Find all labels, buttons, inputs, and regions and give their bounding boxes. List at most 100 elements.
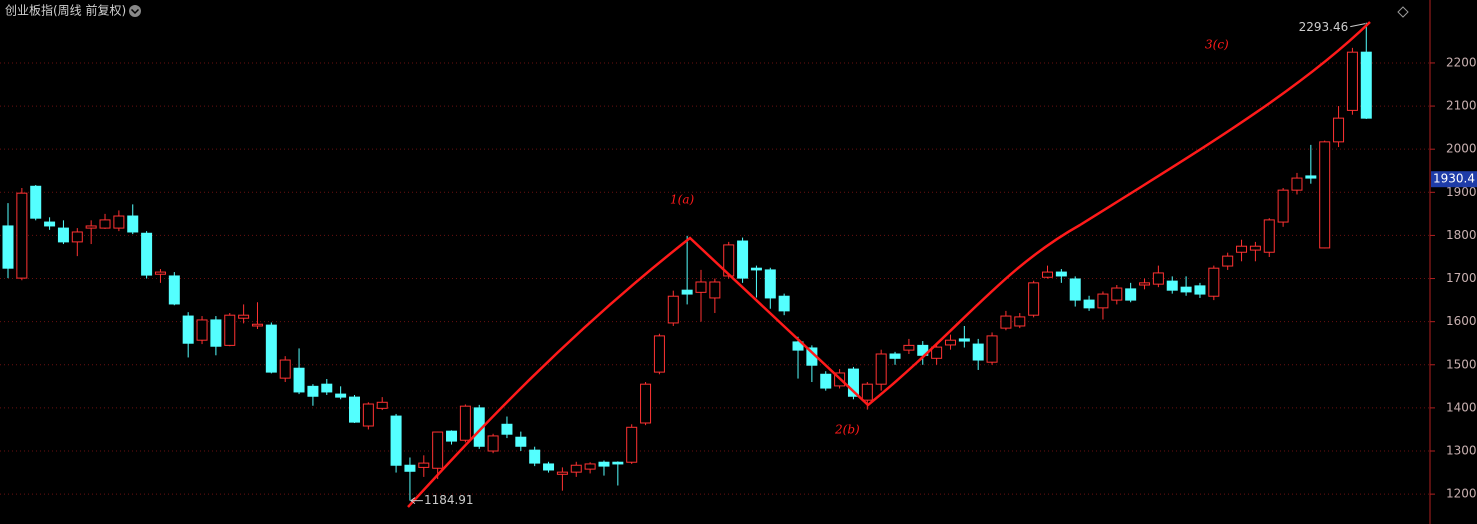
- high-label: 2293.46: [1299, 20, 1349, 34]
- candle-body: [1194, 285, 1206, 295]
- y-tick-label: 1200: [1446, 487, 1477, 501]
- candle-body: [1125, 288, 1137, 301]
- candle-body: [487, 435, 499, 452]
- diamond-icon[interactable]: [1397, 6, 1409, 18]
- candle-body: [1277, 189, 1289, 223]
- candle-body: [30, 185, 42, 219]
- candle-body: [764, 269, 776, 299]
- candle-body: [889, 353, 901, 359]
- candle-body: [1236, 245, 1248, 253]
- y-tick-label: 2100: [1446, 99, 1477, 113]
- y-tick-label: 1400: [1446, 400, 1477, 414]
- candle-body: [85, 225, 97, 229]
- menu-icon[interactable]: [129, 5, 141, 17]
- candle-body: [335, 393, 347, 398]
- candle-body: [958, 338, 970, 342]
- candle-body: [1249, 245, 1261, 251]
- candle-body: [418, 462, 430, 468]
- candle-body: [1042, 271, 1053, 278]
- candle-body: [681, 289, 693, 295]
- price-marker-label: 1930.4: [1433, 172, 1475, 186]
- high-pointer: [1350, 23, 1366, 28]
- candle-body: [931, 346, 943, 359]
- candle-body: [99, 219, 111, 229]
- candle-body: [71, 231, 83, 243]
- low-label: 1184.91: [424, 493, 474, 507]
- candle-body: [2, 225, 14, 269]
- candle-body: [847, 368, 859, 397]
- y-tick-label: 1500: [1446, 357, 1477, 371]
- candle-body: [57, 227, 69, 243]
- y-tick-label: 1800: [1446, 228, 1477, 242]
- candle-body: [1000, 315, 1012, 329]
- annotation: 1(a): [670, 193, 694, 207]
- candle-body: [1319, 141, 1331, 249]
- candle-body: [792, 341, 804, 351]
- candle-body: [612, 461, 624, 465]
- candle-body: [44, 221, 56, 227]
- candle-body: [515, 436, 527, 447]
- candle-body: [265, 324, 277, 373]
- y-tick-label: 1700: [1446, 271, 1477, 285]
- candle-body: [238, 314, 250, 319]
- candle-body: [1333, 117, 1345, 143]
- candle-body: [986, 335, 998, 363]
- candle-body: [667, 295, 679, 324]
- menu-icon-arrow: [130, 8, 140, 15]
- candle-body: [584, 463, 596, 470]
- candle-body: [543, 463, 555, 471]
- annotation: 3(c): [1205, 38, 1229, 52]
- candle-body: [279, 359, 291, 379]
- candle-body: [903, 344, 915, 351]
- candle-body: [653, 335, 665, 373]
- price-marker-box: [1431, 171, 1477, 188]
- candle-body: [598, 461, 610, 467]
- candle-body: [501, 423, 513, 435]
- candle-body: [1014, 316, 1026, 327]
- candle-body: [182, 315, 194, 344]
- candle-body: [1055, 271, 1067, 277]
- candle-body: [16, 192, 28, 279]
- candle-body: [1180, 286, 1192, 293]
- candle-body: [626, 426, 638, 463]
- candle-body: [376, 401, 388, 409]
- y-tick-label: 1300: [1446, 444, 1477, 458]
- y-tick-label: 2000: [1446, 142, 1477, 156]
- candle-body: [307, 385, 319, 397]
- candle-body: [737, 240, 749, 279]
- grid: [0, 62, 1435, 495]
- candle-body: [251, 323, 263, 327]
- annotation: 2(b): [834, 423, 860, 437]
- candle-body: [1152, 272, 1164, 285]
- candle-body: [1305, 175, 1317, 179]
- candle-body: [1097, 293, 1109, 309]
- candle-body: [168, 275, 180, 305]
- candle-body: [944, 339, 956, 346]
- hand-drawn-wave: [407, 21, 1371, 508]
- chart-title: 创业板指(周线 前复权): [5, 3, 126, 18]
- candles: [2, 22, 1372, 501]
- candle-body: [709, 281, 721, 299]
- candle-body: [1166, 280, 1178, 291]
- candle-body: [224, 314, 236, 346]
- candle-body: [349, 396, 360, 423]
- y-tick-label: 1600: [1446, 314, 1477, 328]
- candle-body: [1208, 267, 1220, 297]
- candle-body: [570, 464, 582, 473]
- candle-body: [390, 415, 402, 466]
- candle-body: [1083, 299, 1095, 309]
- candle-body: [1222, 255, 1234, 267]
- y-tick-label: 1900: [1446, 185, 1477, 199]
- candle-body: [1360, 51, 1372, 119]
- candle-body: [127, 215, 139, 233]
- y-tick-label: 2200: [1446, 55, 1477, 69]
- candle-body: [529, 449, 541, 464]
- candle-body: [1346, 51, 1358, 111]
- candle-body: [293, 367, 305, 393]
- candle-body: [820, 373, 832, 389]
- candle-body: [362, 403, 374, 427]
- candle-body: [446, 430, 458, 442]
- candle-body: [875, 353, 887, 385]
- candle-body: [210, 319, 222, 347]
